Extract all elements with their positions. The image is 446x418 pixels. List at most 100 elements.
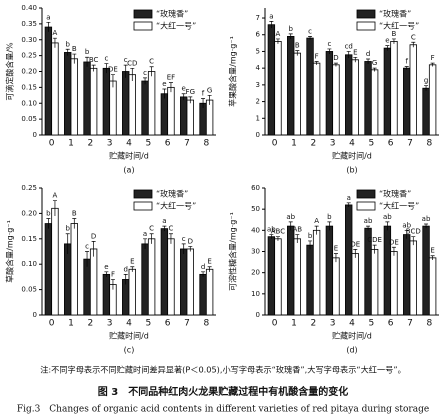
y-axis-label: 苹果酸含量/mg·g⁻¹ [228, 36, 238, 107]
y-tick-label: 0.25 [21, 52, 37, 60]
bar [422, 225, 430, 316]
bar [89, 248, 98, 316]
bar [325, 225, 334, 316]
bar [186, 99, 194, 136]
significance-letter: c [182, 235, 186, 243]
significance-letter: c [327, 40, 331, 48]
bar [351, 59, 359, 136]
x-tick-label: 8 [203, 319, 209, 329]
significance-letter: c [104, 55, 108, 63]
error-bar [391, 246, 396, 256]
significance-letter: D [333, 54, 338, 62]
y-axis-label: 可滴定酸含量/% [5, 42, 15, 101]
x-tick-label: 1 [68, 319, 74, 329]
error-bar [110, 74, 115, 88]
significance-letter: A [314, 217, 319, 225]
bar [403, 67, 411, 136]
error-bar [123, 274, 128, 285]
error-bar [424, 85, 429, 91]
bar [312, 229, 321, 316]
significance-letter: b [85, 48, 90, 56]
x-tick-label: 3 [107, 139, 113, 149]
y-tick-label: 2 [256, 98, 260, 106]
x-tick-label: 0 [272, 139, 278, 149]
significance-letter: f [202, 89, 205, 97]
error-bar [353, 56, 358, 63]
error-bar [130, 67, 135, 82]
error-bar [366, 58, 371, 64]
legend-label: “玫瑰香” [156, 9, 188, 19]
significance-letter: b [308, 232, 313, 240]
x-tick-label: 6 [165, 139, 171, 149]
error-bar [143, 238, 148, 249]
significance-letter: C [149, 58, 154, 66]
bar [287, 225, 295, 316]
bar [325, 51, 334, 136]
bar [128, 74, 136, 136]
error-bar [411, 236, 416, 246]
error-bar [201, 98, 206, 109]
bar [428, 64, 437, 136]
significance-letter: c [124, 56, 128, 64]
legend-swatch [133, 9, 153, 19]
bar [102, 273, 111, 316]
error-bar [288, 33, 293, 39]
significance-letter: e [162, 80, 166, 88]
x-tick-label: 3 [330, 319, 336, 329]
x-tick-label: 2 [310, 319, 316, 329]
legend-swatch [356, 9, 376, 19]
bar [312, 62, 321, 136]
x-tick-label: 7 [407, 139, 413, 149]
significance-letter: C [411, 33, 416, 41]
significance-letter: BC [89, 56, 99, 64]
error-bar [288, 221, 293, 231]
error-bar [188, 96, 193, 104]
bar [409, 44, 417, 136]
caption: 图 3 不同品种红肉火龙果贮藏过程中有机酸含量的变化 [98, 385, 348, 398]
x-tick-label: 5 [368, 139, 374, 149]
x-tick-label: 6 [388, 319, 394, 329]
panel-label: (a) [123, 166, 134, 175]
significance-letter: DE [108, 66, 118, 74]
bar [345, 54, 353, 136]
significance-letter: FG [186, 88, 195, 96]
error-bar [404, 229, 409, 239]
error-bar [346, 202, 351, 208]
legend-swatch [133, 21, 153, 31]
panel-label: (d) [346, 346, 357, 355]
bar [83, 61, 91, 136]
significance-letter: EF [167, 74, 175, 82]
x-tick-label: 5 [145, 139, 151, 149]
error-bar [275, 236, 280, 241]
error-bar [110, 279, 115, 290]
error-bar [130, 266, 135, 272]
error-bar [430, 255, 435, 260]
y-tick-label: 0.20 [21, 209, 37, 217]
x-tick-label: 2 [310, 139, 316, 149]
significance-letter: ab [383, 213, 392, 221]
y-tick-label: 7 [256, 14, 260, 22]
bar [422, 87, 430, 136]
bar [147, 238, 156, 316]
significance-letter: D [91, 232, 96, 240]
bar [102, 67, 111, 136]
bar [351, 253, 359, 316]
x-tick-label: 7 [184, 319, 190, 329]
bar [160, 228, 169, 316]
error-bar [430, 62, 435, 67]
x-tick-label: 2 [87, 319, 93, 329]
x-tick-label: 8 [426, 139, 432, 149]
y-tick-label: 0.10 [21, 260, 37, 268]
error-bar [143, 77, 148, 85]
bar [44, 223, 53, 316]
bar [383, 47, 392, 136]
y-tick-label: 4 [256, 64, 261, 72]
error-bar [308, 240, 313, 250]
error-bar [85, 251, 90, 267]
bar [64, 52, 72, 136]
legend-label: “大红一号” [156, 201, 196, 211]
error-bar [104, 271, 109, 277]
significance-letter: G [372, 59, 377, 67]
significance-letter: a [347, 194, 351, 202]
